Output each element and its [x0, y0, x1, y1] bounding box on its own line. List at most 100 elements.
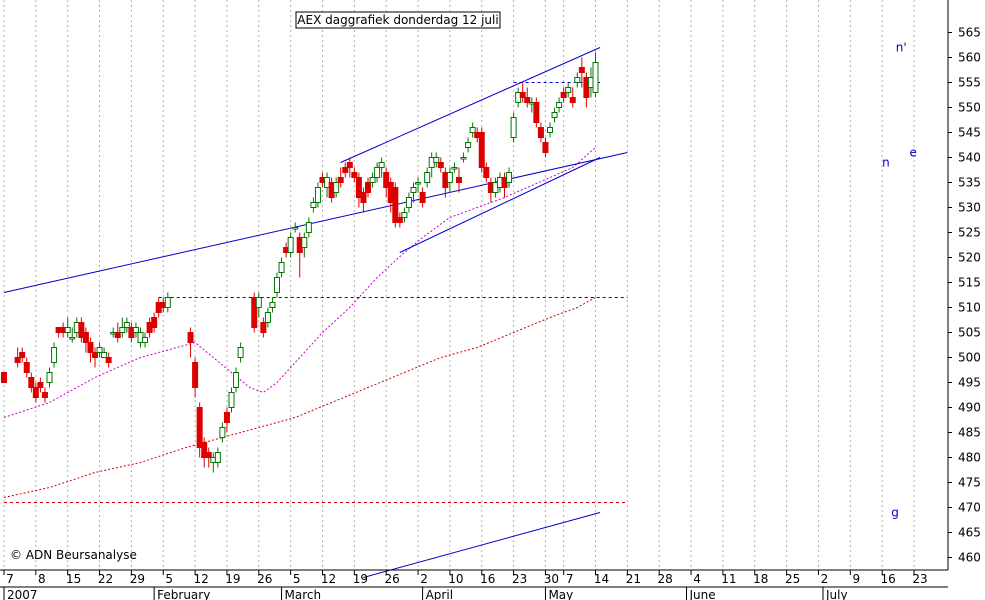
candle-body — [433, 157, 440, 163]
candle-body — [446, 172, 453, 183]
candle — [419, 187, 426, 208]
candle — [105, 352, 112, 368]
y-tick-label: 460 — [958, 551, 981, 565]
candle-body — [519, 92, 526, 98]
candle-body — [46, 372, 53, 383]
candle-body — [78, 322, 85, 338]
x-tick-label: 10 — [448, 572, 463, 586]
candle-body — [82, 332, 89, 343]
candle — [64, 317, 71, 338]
candle-body — [451, 167, 458, 170]
chart-title: AEX daggrafiek donderdag 12 juli — [297, 13, 498, 27]
candle — [392, 182, 399, 228]
candle — [355, 172, 362, 208]
candle — [278, 257, 285, 278]
trendlines — [3, 47, 628, 578]
x-tick-label: 28 — [658, 572, 673, 586]
trendline — [363, 512, 601, 578]
y-tick-label: 490 — [958, 401, 981, 415]
candle — [214, 447, 221, 468]
candle-body — [537, 127, 544, 138]
candle — [565, 82, 572, 98]
candle — [32, 382, 39, 403]
candle-body — [151, 317, 158, 328]
candle — [233, 367, 240, 393]
copyright-text: © ADN Beursanalyse — [10, 548, 137, 562]
candle — [114, 322, 121, 343]
trendline — [3, 152, 628, 293]
candle — [415, 177, 422, 193]
candle-body — [401, 212, 408, 218]
trendline-label: g — [891, 506, 899, 520]
candle — [365, 177, 371, 198]
candle — [219, 422, 226, 443]
candle — [23, 357, 30, 378]
candle — [424, 167, 431, 188]
month-label: July — [825, 588, 848, 600]
x-tick-label: 23 — [912, 572, 927, 586]
candle-body — [460, 157, 467, 160]
y-tick-label: 530 — [958, 201, 981, 215]
x-tick-label: 15 — [66, 572, 81, 586]
candle-body — [346, 162, 353, 168]
candle — [369, 172, 376, 188]
candle-body — [547, 127, 553, 133]
candle — [41, 387, 48, 403]
x-tick-label: 12 — [321, 572, 336, 586]
candle-body — [219, 427, 226, 438]
x-tick-label: 16 — [881, 572, 896, 586]
candle — [383, 167, 390, 198]
candle-body — [592, 62, 599, 93]
candle — [346, 157, 353, 178]
candle-body — [465, 142, 472, 148]
y-tick-label: 565 — [958, 26, 981, 40]
candle — [305, 217, 312, 238]
candle — [437, 157, 444, 173]
candle — [483, 162, 490, 183]
candle-body — [456, 177, 462, 183]
candle — [401, 207, 408, 223]
y-tick-label: 510 — [958, 301, 981, 315]
candle-body — [19, 352, 26, 358]
candle-body — [483, 167, 490, 178]
trendline — [399, 157, 601, 253]
candle-body — [105, 357, 112, 363]
y-tick-label: 550 — [958, 101, 981, 115]
candle-body — [437, 162, 444, 168]
candle — [196, 402, 203, 458]
candle — [396, 212, 403, 228]
x-tick-label: 12 — [193, 572, 208, 586]
candle-body — [96, 347, 103, 353]
candle — [592, 52, 599, 98]
candle — [460, 152, 467, 163]
candle — [123, 317, 130, 333]
candle-body — [415, 182, 422, 185]
trendline-labels: n' e n g — [882, 41, 917, 520]
y-tick-label: 480 — [958, 451, 981, 465]
y-tick-label: 560 — [958, 51, 981, 65]
candle — [469, 122, 476, 138]
x-tick-label: 18 — [753, 572, 768, 586]
month-label: 2007 — [7, 588, 38, 600]
candle-body — [369, 177, 376, 183]
candle-body — [556, 102, 563, 108]
candle — [551, 107, 558, 123]
y-tick-label: 515 — [958, 276, 981, 290]
moving-average-line — [3, 147, 596, 418]
candle — [542, 137, 549, 158]
month-label: February — [157, 588, 210, 600]
trendline-label: n' — [896, 41, 907, 55]
x-tick-label: 26 — [385, 572, 400, 586]
x-tick-label: 4 — [693, 572, 701, 586]
candle — [264, 307, 271, 328]
candle-body — [305, 222, 312, 233]
candle-body — [205, 452, 212, 458]
y-tick-label: 525 — [958, 226, 981, 240]
candle-body — [64, 327, 71, 333]
candle — [519, 82, 526, 103]
candle-body — [69, 337, 76, 340]
candle-body — [196, 407, 203, 448]
y-tick-label: 540 — [958, 151, 981, 165]
candlesticks — [1, 52, 599, 473]
